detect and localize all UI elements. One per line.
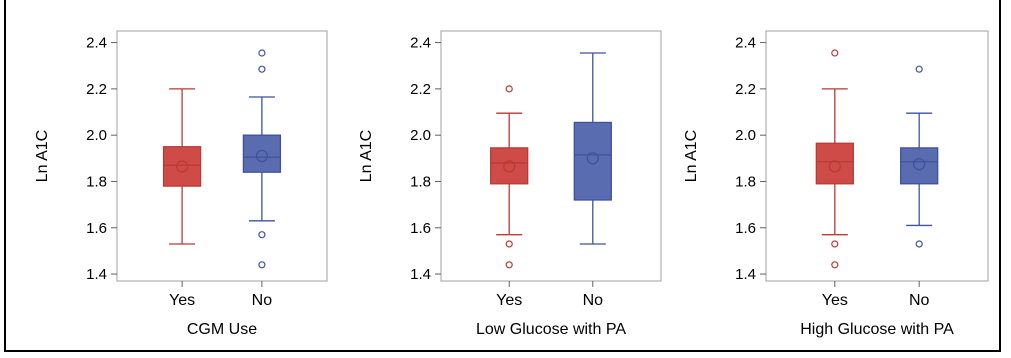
plot-area-border <box>440 30 662 282</box>
mean-marker <box>913 157 926 171</box>
y-tick-label: 1.4 <box>410 266 431 283</box>
outlier-point <box>258 65 266 73</box>
iqr-box <box>815 142 854 185</box>
outlier-point <box>915 65 923 73</box>
x-axis-title: Low Glucose with PA <box>476 321 626 338</box>
mean-marker <box>586 152 599 165</box>
y-tick-label: 2.4 <box>86 35 107 52</box>
x-tick-label: Yes <box>822 292 848 309</box>
mean-marker <box>255 149 269 163</box>
box-no <box>242 49 282 269</box>
iqr-box <box>242 134 282 173</box>
box-yes <box>815 49 854 269</box>
y-tick-label: 2.2 <box>86 81 107 98</box>
y-tick-label: 2.0 <box>86 127 107 144</box>
x-tick-label: No <box>583 292 604 309</box>
x-axis-title: High Glucose with PA <box>800 321 954 338</box>
outlier-point <box>831 240 839 248</box>
outlier-point <box>505 240 513 248</box>
mean-marker <box>503 160 516 173</box>
y-tick-label: 2.0 <box>735 127 756 144</box>
y-tick-label: 2.2 <box>735 81 756 98</box>
y-tick-label: 2.2 <box>410 81 431 98</box>
box-no <box>900 65 939 248</box>
outlier-point <box>915 240 923 248</box>
outlier-point <box>258 261 266 269</box>
box-no <box>573 52 612 245</box>
y-tick-label: 1.8 <box>410 173 431 190</box>
box-yes <box>490 85 529 269</box>
iqr-box <box>900 147 939 185</box>
plot-area-border <box>765 30 989 282</box>
x-tick-label: Yes <box>169 292 195 309</box>
y-tick-label: 1.6 <box>410 220 431 237</box>
x-axis-title: CGM Use <box>187 321 257 338</box>
plot-area-border <box>116 30 328 282</box>
y-tick-label: 1.8 <box>735 173 756 190</box>
y-tick-label: 1.8 <box>86 173 107 190</box>
outlier-point <box>831 49 839 57</box>
outlier-point <box>258 49 266 57</box>
y-axis-title: Ln A1C <box>34 130 51 182</box>
iqr-box <box>573 121 612 201</box>
iqr-box <box>162 146 202 187</box>
chart-panel-1: 1.4 1.6 1.8 2.0 2.2 2.4 Ln A1C Yes No CGM Use <box>34 30 328 338</box>
y-axis-title: Ln A1C <box>683 130 700 182</box>
y-tick-label: 1.6 <box>86 220 107 237</box>
y-axis-title: Ln A1C <box>358 130 375 182</box>
outlier-point <box>831 261 839 269</box>
y-tick-label: 2.0 <box>410 127 431 144</box>
outlier-point <box>505 261 513 269</box>
outlier-point <box>505 85 513 93</box>
y-tick-label: 2.4 <box>735 35 756 52</box>
iqr-box <box>490 147 529 185</box>
x-tick-label: No <box>252 292 273 309</box>
x-tick-label: No <box>909 292 930 309</box>
y-tick-label: 1.4 <box>86 266 107 283</box>
y-tick-label: 2.4 <box>410 35 431 52</box>
mean-marker <box>828 160 841 173</box>
x-tick-label: Yes <box>496 292 522 309</box>
mean-marker <box>175 160 189 173</box>
y-tick-label: 1.6 <box>735 220 756 237</box>
outlier-point <box>258 231 266 239</box>
box-yes <box>162 88 202 245</box>
chart-panel-3: 1.4 1.6 1.8 2.0 2.2 2.4 Ln A1C Yes No High Glucos… <box>683 30 989 338</box>
y-tick-label: 1.4 <box>735 266 756 283</box>
chart-panel-2: 1.4 1.6 1.8 2.0 2.2 2.4 Ln A1C Yes No Low Glucose… <box>358 30 662 338</box>
